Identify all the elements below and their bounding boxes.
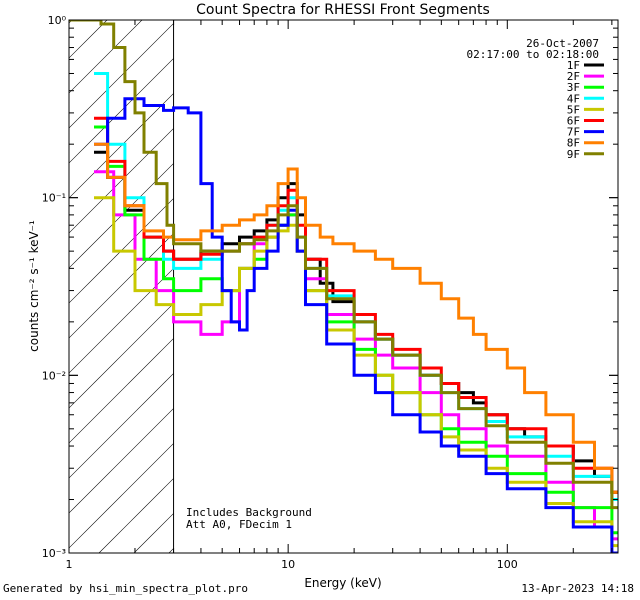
annotation-attenuator: Att A0, FDecim 1 [186, 518, 292, 531]
x-tick-label: 1 [66, 558, 73, 571]
axes-layer: 1 10 100 10⁻³ 10⁻² 10⁻¹ 10⁰ [42, 14, 618, 571]
legend-label-1F: 1F [567, 59, 580, 72]
legend-label-4F: 4F [567, 92, 580, 105]
series-8F [94, 142, 618, 494]
hatch-line [69, 373, 174, 479]
hatch-line [69, 338, 174, 444]
low-energy-hatched-region [0, 0, 174, 553]
annotation-background: Includes Background [186, 506, 312, 519]
series-3F [94, 125, 618, 535]
hatch-line [69, 198, 174, 304]
y-tick-label: 10⁰ [48, 14, 67, 27]
hatch-line [0, 0, 104, 553]
hatch-line [69, 23, 174, 129]
hatch-line [133, 513, 174, 553]
time-range-label: 02:17:00 to 02:18:00 [467, 48, 599, 61]
date-label: 26-Oct-2007 [526, 37, 599, 50]
hatch-line [69, 128, 174, 234]
series-9F [69, 20, 618, 510]
hatch-line [69, 58, 174, 164]
series-layer [69, 20, 618, 553]
series-6F [94, 116, 618, 494]
y-tick-label: 10⁻² [42, 369, 66, 382]
legend-label-9F: 9F [567, 148, 580, 161]
legend-label-2F: 2F [567, 70, 580, 83]
y-tick-label: 10⁻³ [42, 547, 66, 560]
hatch-line [69, 20, 143, 94]
legend-label-7F: 7F [567, 126, 580, 139]
x-tick-label: 10 [281, 558, 295, 571]
hatch-line [69, 443, 174, 549]
x-tick-label: 100 [497, 558, 518, 571]
hatch-line [69, 20, 108, 59]
plot-frame [68, 19, 619, 554]
generated-by-label: Generated by hsi_min_spectra_plot.pro [3, 582, 249, 595]
hatch-line [69, 163, 174, 269]
timestamp-label: 13-Apr-2023 14:18 [521, 582, 634, 595]
legend-label-5F: 5F [567, 103, 580, 116]
hatch-line [69, 268, 174, 374]
chart-title: Count Spectra for RHESSI Front Segments [196, 2, 490, 18]
legend-label-6F: 6F [567, 115, 580, 128]
x-axis-label: Energy (keV) [304, 576, 381, 590]
legend-label-8F: 8F [567, 137, 580, 150]
hatch-line [98, 478, 174, 553]
hatch-line [69, 408, 174, 514]
series-7F [94, 97, 618, 553]
y-axis-label: counts cm⁻² s⁻¹ keV⁻¹ [27, 220, 41, 352]
hatch-line [69, 233, 174, 339]
hatch-line [69, 303, 174, 409]
series-2F [94, 170, 618, 541]
y-tick-label: 10⁻¹ [42, 192, 66, 205]
legend-label-3F: 3F [567, 81, 580, 94]
